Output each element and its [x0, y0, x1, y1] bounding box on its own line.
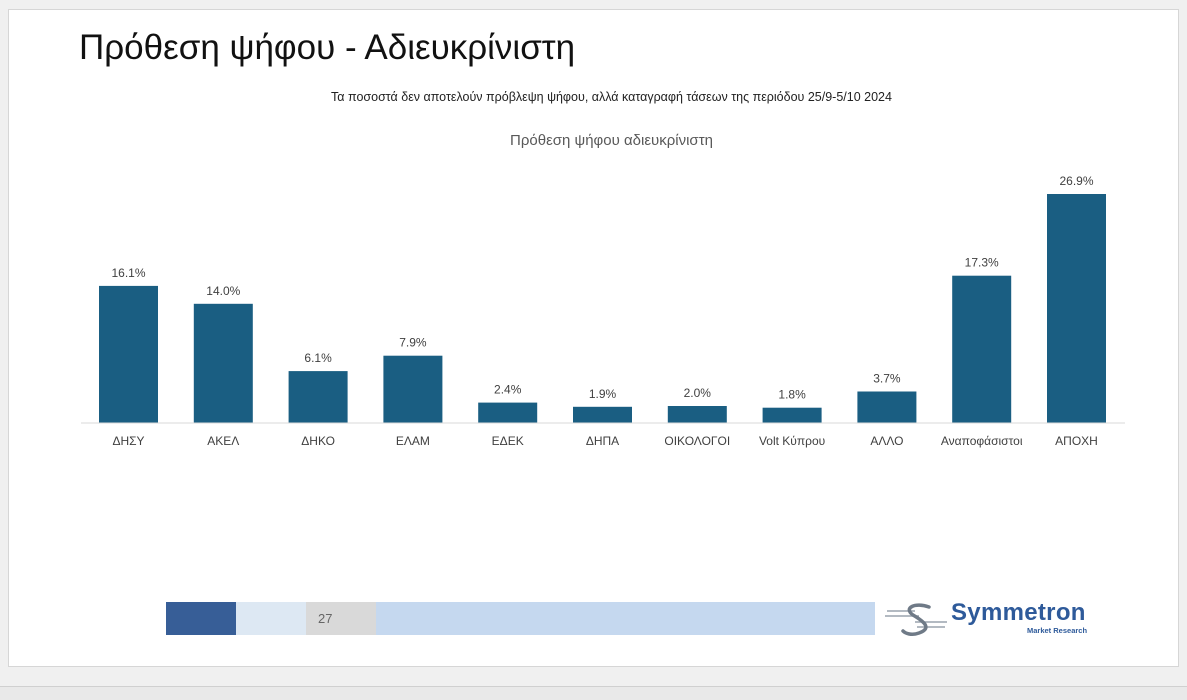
- x-tick-label-8: ΑΛΛΟ: [870, 434, 903, 448]
- x-tick-label-9: Αναποφάσιστοι: [941, 434, 1023, 448]
- footer-segment-dark: [166, 602, 236, 635]
- data-label-6: 2.0%: [684, 386, 712, 400]
- chart-title: Πρόθεση ψήφου αδιευκρίνιστη: [510, 132, 713, 149]
- bar-5: [573, 406, 632, 423]
- x-tick-label-6: ΟΙΚΟΛΟΓΟΙ: [664, 434, 730, 448]
- x-tick-label-4: ΕΔΕΚ: [492, 434, 524, 448]
- x-tick-label-3: ΕΛΑΜ: [396, 434, 430, 448]
- x-tick-label-0: ΔΗΣΥ: [112, 434, 144, 448]
- symmetron-logo: Symmetron Market Research: [885, 598, 1105, 640]
- bar-10: [1047, 194, 1106, 423]
- data-label-5: 1.9%: [589, 387, 617, 401]
- slide-subtitle: Τα ποσοστά δεν αποτελούν πρόβλεψη ψήφου,…: [331, 90, 892, 104]
- x-tick-label-10: ΑΠΟΧΗ: [1055, 434, 1098, 448]
- bar-4: [478, 402, 538, 423]
- logo-name: Symmetron: [951, 599, 1086, 626]
- bar-6: [667, 406, 727, 423]
- data-label-4: 2.4%: [494, 383, 522, 397]
- page-number: 27: [306, 602, 376, 635]
- data-label-10: 26.9%: [1059, 174, 1093, 188]
- logo-tagline: Market Research: [1027, 626, 1088, 635]
- bar-0: [99, 285, 158, 423]
- bar-3: [383, 355, 443, 423]
- x-tick-label-2: ΔΗΚΟ: [301, 434, 335, 448]
- x-tick-label-1: ΑΚΕΛ: [207, 434, 239, 448]
- x-tick-label-5: ΔΗΠΑ: [586, 434, 619, 448]
- data-label-0: 16.1%: [111, 266, 145, 280]
- bar-1: [193, 303, 253, 423]
- data-label-8: 3.7%: [873, 372, 901, 386]
- bar-8: [857, 391, 917, 423]
- slide-title: Πρόθεση ψήφου - Αδιευκρίνιστη: [79, 28, 576, 67]
- bar-group: 16.1% ΔΗΣΥ 14.0% ΑΚΕΛ 6.1% ΔΗΚΟ 7.9% ΕΛΑΜ 2.4% ΕΔ…: [99, 174, 1106, 448]
- data-label-7: 1.8%: [778, 388, 806, 402]
- bar-9: [952, 275, 1012, 423]
- data-label-1: 14.0%: [206, 284, 240, 298]
- footer-segment-light: [376, 602, 875, 635]
- bottom-status-strip: [0, 686, 1187, 700]
- x-tick-label-7: Volt Κύπρου: [759, 434, 825, 448]
- symmetron-logo-icon: [885, 603, 947, 636]
- data-label-9: 17.3%: [965, 256, 999, 270]
- data-label-3: 7.9%: [399, 336, 427, 350]
- bar-2: [288, 371, 348, 423]
- slide: Πρόθεση ψήφου - Αδιευκρίνιστη Τα ποσοστά…: [8, 9, 1179, 667]
- footer-segment-pale: [236, 602, 306, 635]
- bar-7: [762, 407, 822, 423]
- data-label-2: 6.1%: [304, 351, 332, 365]
- bar-chart: 16.1% ΔΗΣΥ 14.0% ΑΚΕΛ 6.1% ΔΗΚΟ 7.9% ΕΛΑΜ 2.4% ΕΔ…: [81, 174, 1125, 448]
